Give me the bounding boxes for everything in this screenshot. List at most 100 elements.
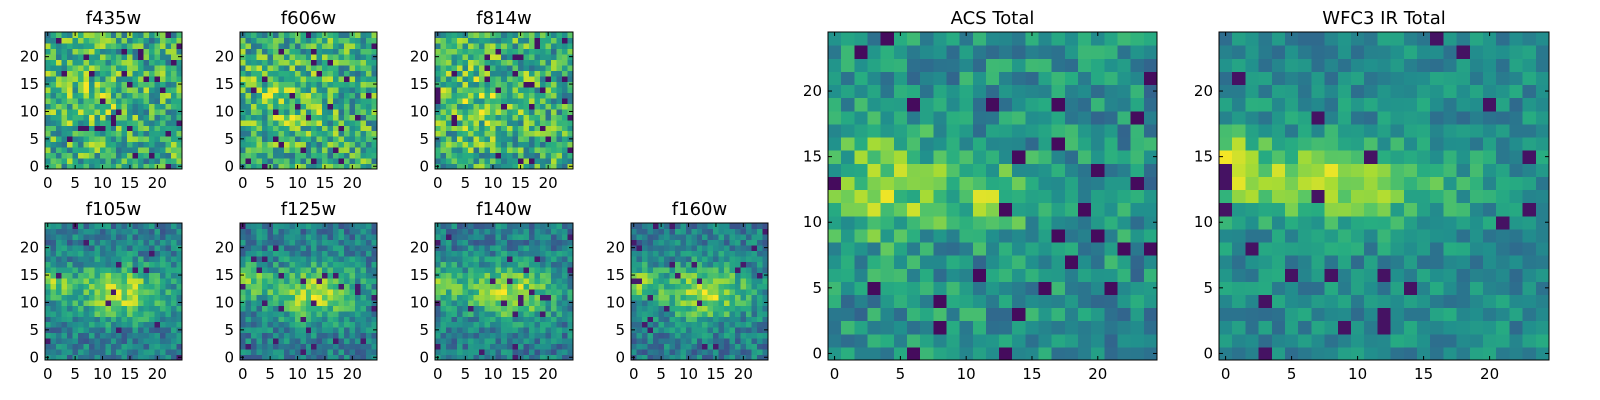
heatmap-cell <box>946 189 961 204</box>
y-tick-label: 10 <box>215 102 234 120</box>
heatmap-cell <box>240 310 247 317</box>
heatmap-cell <box>724 305 731 312</box>
heatmap-cell <box>355 32 362 39</box>
heatmap-cell <box>116 125 123 132</box>
heatmap-cell <box>160 288 167 295</box>
heatmap-cell <box>72 141 79 148</box>
heatmap-cell <box>77 163 84 170</box>
heatmap-cell <box>959 255 974 269</box>
heatmap-cell <box>289 53 296 60</box>
heatmap-cell <box>561 59 569 66</box>
heatmap-cell <box>338 266 345 273</box>
heatmap-cell <box>355 75 362 82</box>
heatmap-cell <box>451 147 458 154</box>
heatmap-cell <box>1012 333 1026 348</box>
heatmap-cell <box>77 228 84 235</box>
heatmap-cell <box>501 158 508 165</box>
heatmap-cell <box>495 299 502 306</box>
heatmap-cell <box>985 228 1000 243</box>
heatmap-cell <box>446 64 453 71</box>
heatmap-cell <box>61 354 68 361</box>
heatmap-cell <box>685 305 692 312</box>
heatmap-cell <box>322 233 329 241</box>
heatmap-cell <box>663 223 670 230</box>
heatmap-cell <box>674 288 681 295</box>
heatmap-cell <box>349 147 356 154</box>
heatmap-cell <box>501 349 508 356</box>
heatmap-cell <box>462 130 469 137</box>
heatmap-cell <box>893 215 908 230</box>
heatmap-cell <box>289 299 296 306</box>
heatmap-cell <box>66 299 73 306</box>
heatmap-cell <box>250 158 258 165</box>
heatmap-cell <box>256 130 263 137</box>
heatmap-cell <box>528 108 535 115</box>
heatmap-cell <box>512 332 519 339</box>
heatmap-cell <box>669 338 676 345</box>
y-tick-label: 0 <box>29 157 39 175</box>
heatmap-cell <box>631 321 638 328</box>
heatmap-cell <box>724 272 731 279</box>
heatmap-cell <box>512 283 519 290</box>
heatmap-cell <box>440 294 447 301</box>
heatmap-cell <box>713 255 720 262</box>
heatmap-cell <box>300 158 307 165</box>
heatmap-cell <box>256 299 263 306</box>
heatmap-cell <box>289 332 296 339</box>
heatmap-cell <box>349 261 356 268</box>
heatmap-cell <box>66 136 73 143</box>
heatmap-cell <box>479 32 486 39</box>
heatmap-cell <box>267 86 274 93</box>
heatmap-cell <box>545 103 552 110</box>
heatmap-cell <box>45 338 52 345</box>
heatmap-cell <box>740 250 747 257</box>
heatmap-cell <box>740 338 747 345</box>
heatmap-cell <box>127 158 134 165</box>
y-tick-label: 15 <box>606 266 625 284</box>
heatmap-cell <box>333 75 340 82</box>
heatmap-cell <box>338 158 345 165</box>
heatmap-cell <box>327 250 334 257</box>
heatmap-cell <box>272 130 279 137</box>
heatmap-cell <box>160 354 167 361</box>
heatmap-cell <box>669 272 676 279</box>
heatmap-cell <box>490 327 497 334</box>
heatmap-cell <box>61 119 68 126</box>
heatmap-cell <box>138 141 145 148</box>
heatmap-cell <box>94 305 101 312</box>
heatmap-cell <box>327 255 334 262</box>
heatmap-cell <box>523 37 530 44</box>
heatmap-cell <box>99 250 106 257</box>
heatmap-cell <box>652 321 659 328</box>
heatmap-cell <box>740 244 747 251</box>
heatmap-cell <box>501 130 508 137</box>
heatmap-cell <box>1117 215 1132 230</box>
heatmap-cell <box>245 158 252 165</box>
heatmap-cell <box>278 261 285 268</box>
heatmap-cell <box>490 261 497 268</box>
heatmap-cell <box>550 119 558 126</box>
heatmap-cell <box>517 321 524 328</box>
heatmap-cell <box>116 37 123 44</box>
heatmap-cell <box>867 281 882 295</box>
heatmap-cell <box>435 266 442 273</box>
heatmap-cell <box>906 294 921 309</box>
heatmap-cell <box>512 42 519 50</box>
heatmap-cell <box>316 147 323 154</box>
heatmap-cell <box>116 261 123 268</box>
heatmap-cell <box>523 81 530 88</box>
x-tick-label: 20 <box>148 365 167 383</box>
heatmap-cell <box>316 321 323 328</box>
heatmap-cell <box>45 75 52 82</box>
heatmap-cell <box>272 86 279 93</box>
heatmap-cell <box>556 136 563 143</box>
heatmap-cell <box>567 32 574 39</box>
heatmap-cell <box>501 86 508 93</box>
heatmap-cell <box>344 332 351 339</box>
heatmap-cell <box>473 75 480 82</box>
x-tick-label: 5 <box>265 174 275 192</box>
heatmap-cell <box>138 272 145 279</box>
heatmap-cell <box>165 239 172 246</box>
heatmap-cell <box>160 349 167 356</box>
heatmap-cell <box>457 37 464 44</box>
